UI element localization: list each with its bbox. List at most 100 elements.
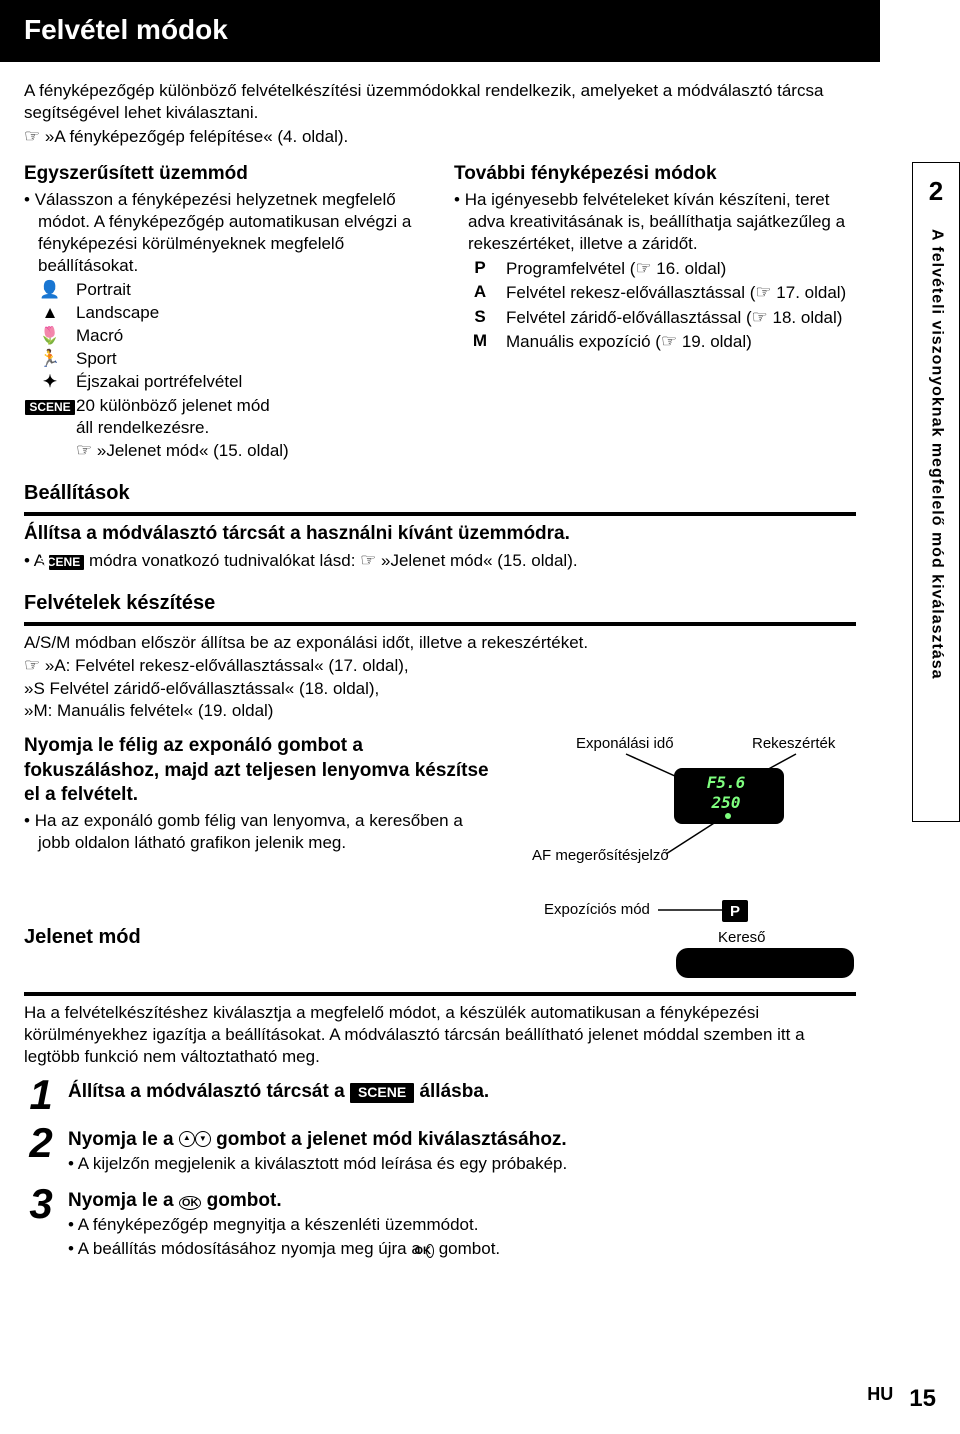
- portrait-icon: 👤: [24, 279, 76, 301]
- mode-row-landscape: ▲ Landscape: [24, 302, 426, 324]
- nightportrait-label: Éjszakai portréfelvétel: [76, 371, 426, 393]
- aperture-label: Rekeszérték: [752, 735, 836, 752]
- shooting-rule: [24, 622, 856, 626]
- viewfinder-label: Kereső: [718, 929, 766, 946]
- pointer-icon: [24, 656, 40, 675]
- landscape-label: Landscape: [76, 302, 426, 324]
- pointer-icon: [635, 259, 651, 278]
- exp-mode-row: Jelenet mód Expozíciós mód P Kereső: [24, 894, 856, 990]
- scene-mode-heading: Jelenet mód: [24, 924, 496, 950]
- m-label: Manuális expozíció ( 19. oldal): [506, 330, 856, 353]
- press-diagram-row: Nyomja le félig az exponáló gombot a fok…: [24, 734, 856, 890]
- intro-ref: »A fényképezőgép felépítése« (4. oldal).: [24, 125, 856, 148]
- pointer-icon: [76, 441, 92, 460]
- press-bullet: Ha az exponáló gomb félig van lenyomva, …: [24, 810, 496, 854]
- settings-line1: Állítsa a módválasztó tárcsát a használn…: [24, 522, 856, 547]
- settings-rule: [24, 512, 856, 516]
- settings-heading: Beállítások: [24, 480, 856, 506]
- mode-row-sport: 🏃 Sport: [24, 348, 426, 370]
- step-3-bullet1: A fényképezőgép megnyitja a készenléti ü…: [68, 1214, 856, 1236]
- mode-row-scene: SCENE 20 különböző jelenet mód áll rende…: [24, 395, 426, 463]
- step-3: 3 Nyomja le a OK gombot. A fényképezőgép…: [24, 1183, 856, 1262]
- shooting-block: A/S/M módban először állítsa be az expon…: [24, 632, 856, 722]
- shooting-heading: Felvételek készítése: [24, 590, 856, 616]
- mode-row-portrait: 👤 Portrait: [24, 279, 426, 301]
- mode-row-m: M Manuális expozíció ( 19. oldal): [454, 330, 856, 353]
- pointer-icon: [752, 308, 768, 327]
- advanced-mode-desc: Ha igényesebb felvételeket kíván készíte…: [454, 189, 856, 255]
- svg-text:F5.6: F5.6: [707, 773, 746, 792]
- main-content: A fényképezőgép különböző felvételkészít…: [0, 80, 880, 1262]
- asm-line: A/S/M módban először állítsa be az expon…: [24, 632, 856, 654]
- step-2: 2 Nyomja le a gombot a jelenet mód kivál…: [24, 1122, 856, 1177]
- macro-label: Macró: [76, 325, 426, 347]
- page-title-bar: Felvétel módok: [0, 0, 880, 62]
- pointer-icon: [24, 127, 40, 146]
- scene-badge: SCENE: [49, 555, 84, 570]
- a-label: Felvétel rekesz-elővállasztással ( 17. o…: [506, 281, 856, 304]
- mode-row-s: S Felvétel záridő-elővállasztással ( 18.…: [454, 306, 856, 329]
- a-icon: A: [454, 281, 506, 303]
- step-3-num: 3: [24, 1183, 58, 1225]
- scene-mode-col: Jelenet mód: [24, 894, 496, 956]
- intro-text: A fényképezőgép különböző felvételkészít…: [24, 80, 856, 124]
- simplified-mode-desc: Válasszon a fényképezési helyzetnek megf…: [24, 189, 426, 277]
- chapter-number: 2: [929, 163, 943, 221]
- up-arrow-icon: [179, 1131, 195, 1147]
- viewfinder-diagram: Exponálási idő Rekeszérték F5.6 250 AF m…: [516, 734, 856, 890]
- pointer-icon: [661, 332, 677, 351]
- mode-row-p: P Programfelvétel ( 16. oldal): [454, 257, 856, 280]
- ok-button-icon: OK: [426, 1244, 435, 1258]
- intro-block: A fényképezőgép különböző felvételkészít…: [24, 80, 856, 148]
- svg-text:250: 250: [711, 793, 741, 812]
- shutter-label: Exponálási idő: [576, 735, 674, 752]
- landscape-icon: ▲: [24, 302, 76, 324]
- step-2-bullet: A kijelzőn megjelenik a kiválasztott mód…: [68, 1153, 856, 1175]
- mode-row-macro: 🌷 Macró: [24, 325, 426, 347]
- m-icon: M: [454, 330, 506, 352]
- simplified-mode-col: Egyszerűsített üzemmód Válasszon a fényk…: [24, 162, 426, 462]
- p-icon: P: [454, 257, 506, 279]
- asm-ref2: »S Felvétel záridő-elővállasztással« (18…: [24, 678, 856, 700]
- pointer-icon: [360, 551, 376, 570]
- press-heading: Nyomja le félig az exponáló gombot a fok…: [24, 734, 496, 808]
- chapter-side-tab: 2 A felvételi viszonyoknak megfelelő mód…: [912, 162, 960, 822]
- chapter-label: A felvételi viszonyoknak megfelelő mód k…: [926, 221, 947, 680]
- s-label: Felvétel záridő-elővállasztással ( 18. o…: [506, 306, 856, 329]
- step-3-title: Nyomja le a OK gombot.: [68, 1189, 856, 1214]
- step-1: 1 Állítsa a módválasztó tárcsát a SCENE …: [24, 1074, 856, 1116]
- mode-row-a: A Felvétel rekesz-elővállasztással ( 17.…: [454, 281, 856, 304]
- asm-ref3: »M: Manuális felvétel« (19. oldal): [24, 700, 856, 722]
- simplified-mode-heading: Egyszerűsített üzemmód: [24, 162, 426, 187]
- sport-icon: 🏃: [24, 348, 76, 370]
- press-text: Nyomja le félig az exponáló gombot a fok…: [24, 734, 496, 856]
- mode-row-nightportrait: ✦ Éjszakai portréfelvétel: [24, 371, 426, 393]
- step-2-body: Nyomja le a gombot a jelenet mód kiválas…: [68, 1122, 856, 1177]
- ok-button-icon: OK: [179, 1196, 202, 1210]
- p-label: Programfelvétel ( 16. oldal): [506, 257, 856, 280]
- scene-badge: SCENE: [350, 1083, 414, 1102]
- asm-ref1: »A: Felvétel rekesz-elővállasztással« (1…: [24, 654, 856, 677]
- settings-block: Állítsa a módválasztó tárcsát a használn…: [24, 522, 856, 572]
- exp-mode-label: Expozíciós mód: [544, 901, 650, 918]
- step-1-title: Állítsa a módválasztó tárcsát a SCENE ál…: [68, 1080, 856, 1105]
- svg-text:P: P: [730, 903, 740, 920]
- nightportrait-icon: ✦: [24, 371, 76, 393]
- scene-badge-icon: SCENE: [24, 395, 76, 417]
- sport-label: Sport: [76, 348, 426, 370]
- advanced-mode-col: További fényképezési módok Ha igényesebb…: [454, 162, 856, 462]
- s-icon: S: [454, 306, 506, 328]
- portrait-label: Portrait: [76, 279, 426, 301]
- exp-mode-diagram: Expozíciós mód P Kereső: [516, 894, 856, 990]
- step-1-num: 1: [24, 1074, 58, 1116]
- page-title: Felvétel módok: [24, 14, 228, 45]
- footer-page-number: 15: [909, 1383, 936, 1414]
- scene-mode-intro: Ha a felvételkészítéshez kiválasztja a m…: [24, 1002, 856, 1068]
- pointer-icon: [755, 283, 771, 302]
- scene-desc: 20 különböző jelenet mód áll rendelkezés…: [76, 395, 426, 463]
- advanced-mode-heading: További fényképezési módok: [454, 162, 856, 187]
- step-3-body: Nyomja le a OK gombot. A fényképezőgép m…: [68, 1183, 856, 1262]
- footer-lang: HU: [867, 1383, 893, 1414]
- step-2-title: Nyomja le a gombot a jelenet mód kiválas…: [68, 1128, 856, 1153]
- macro-icon: 🌷: [24, 325, 76, 347]
